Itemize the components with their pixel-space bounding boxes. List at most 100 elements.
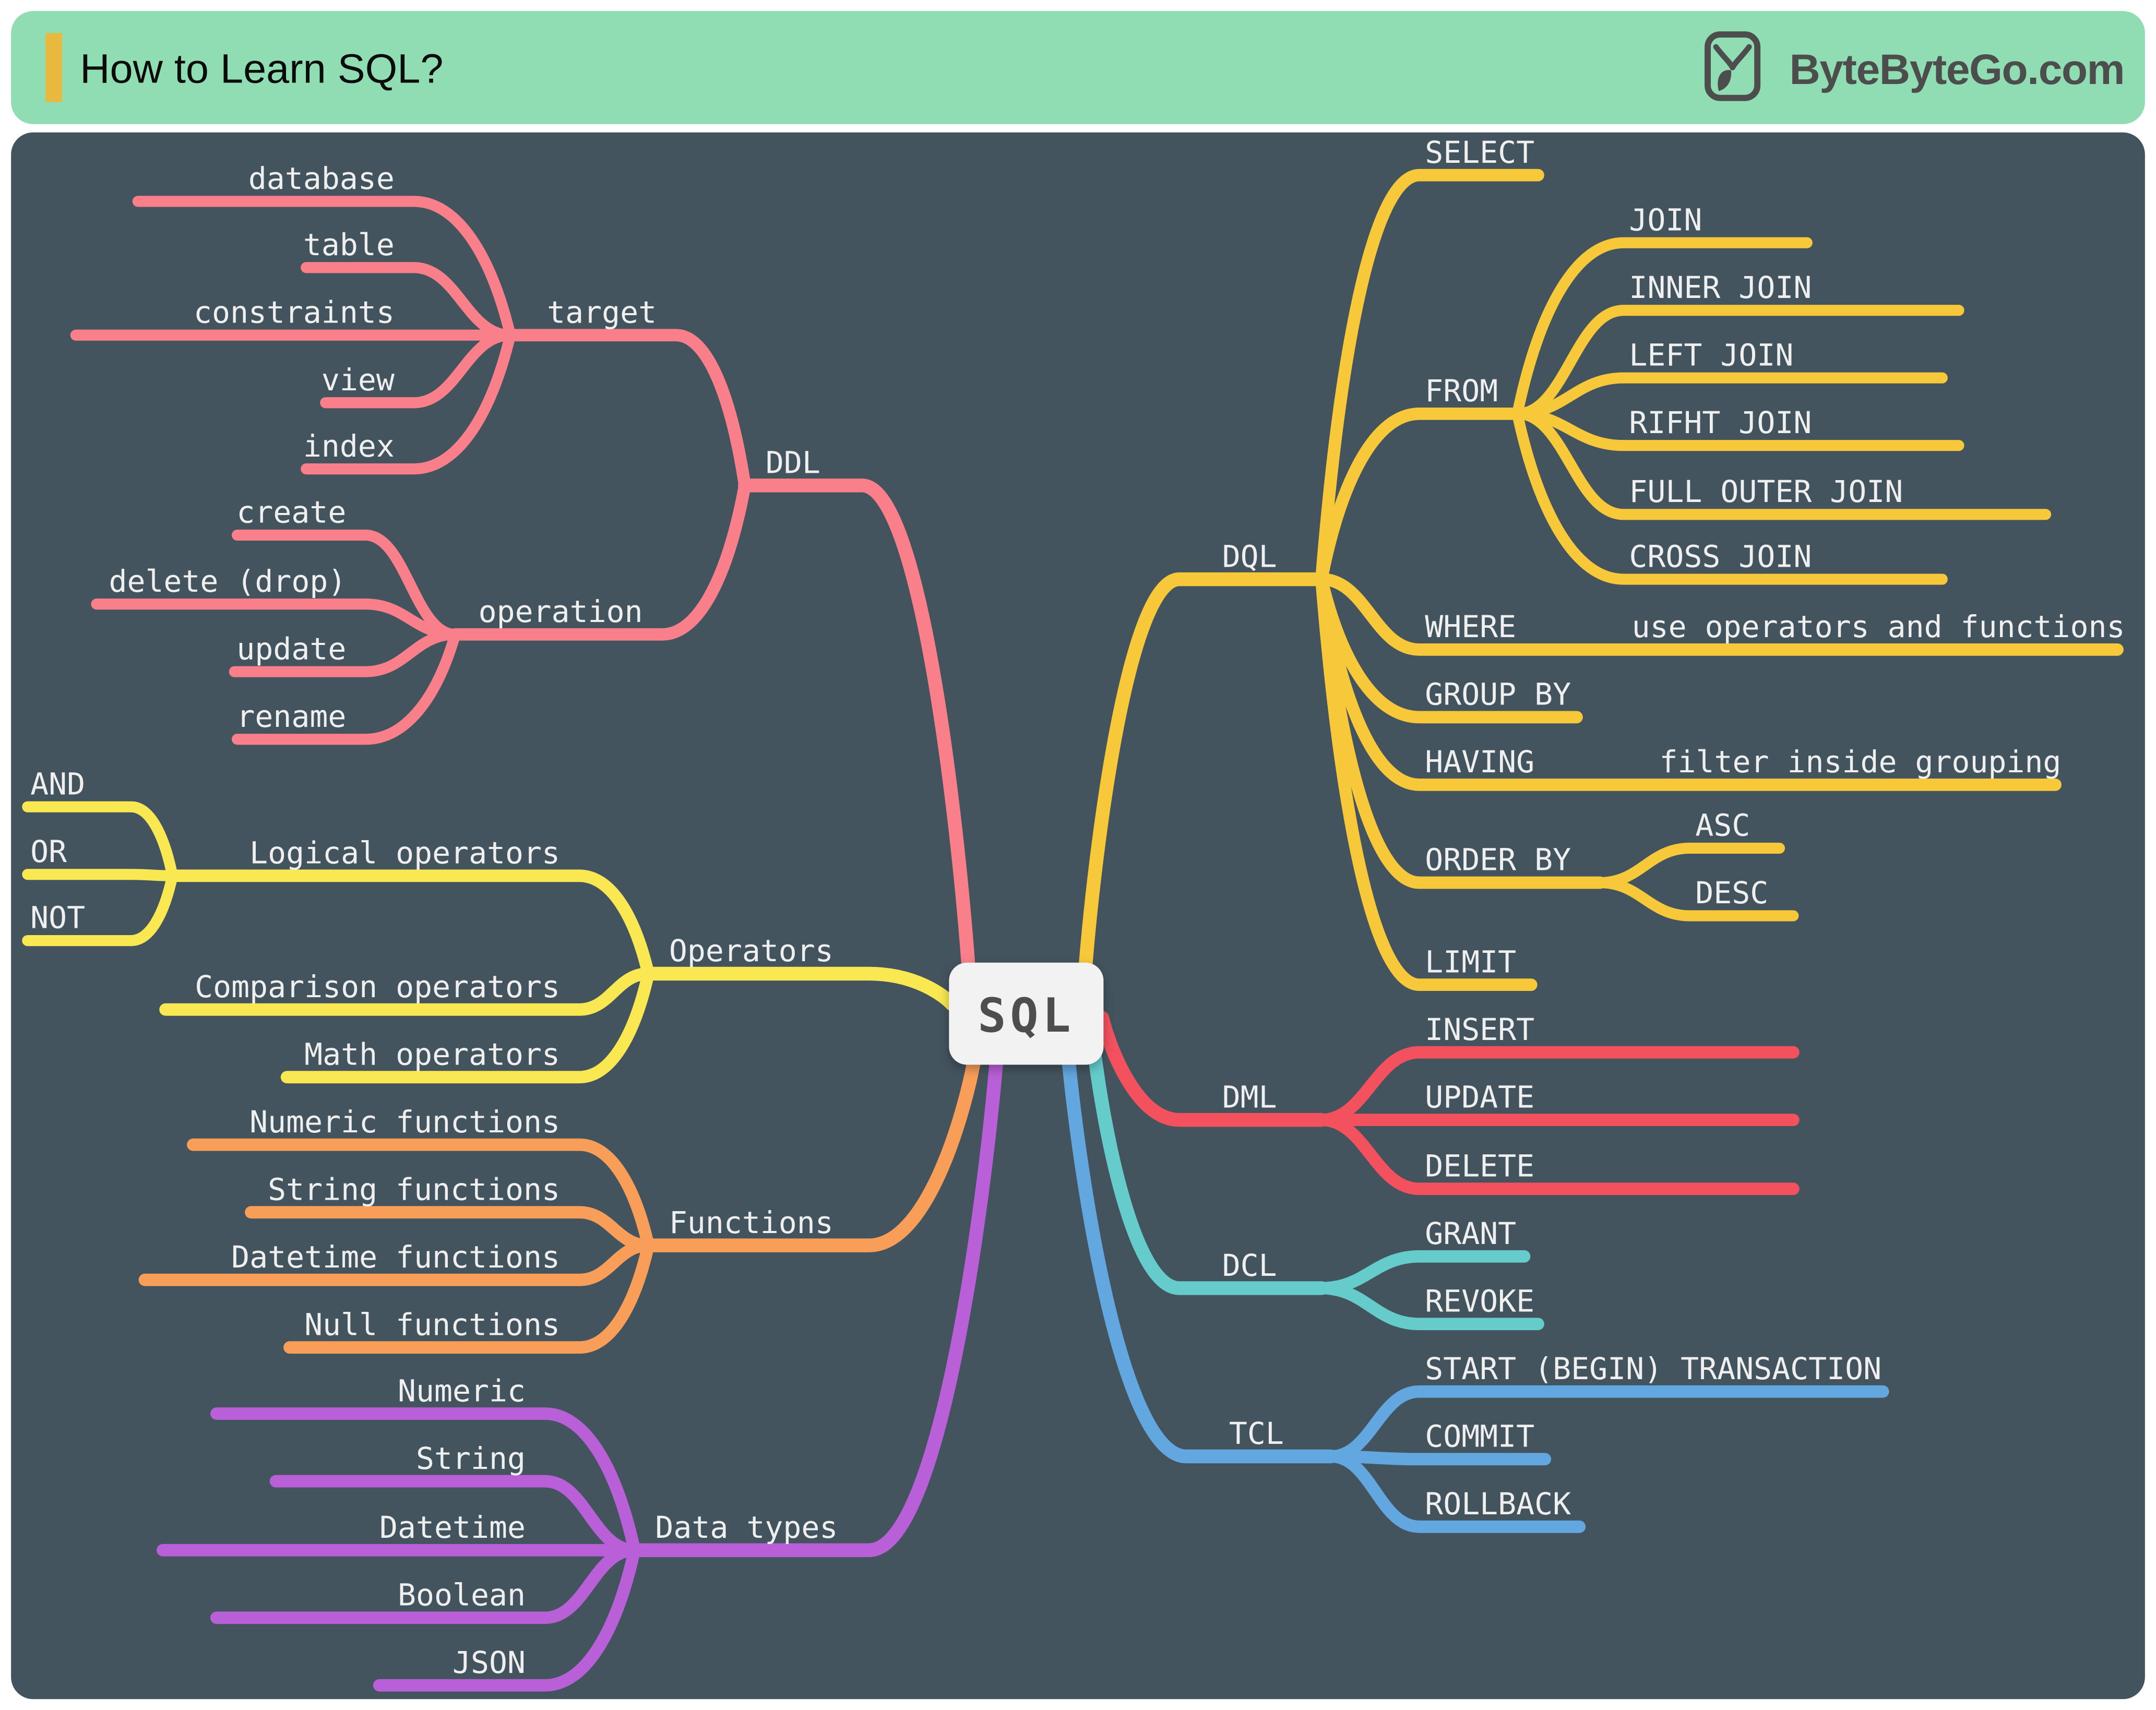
view-connector <box>320 329 516 409</box>
not-connector <box>22 870 178 947</box>
math-operators-label: Math operators <box>304 1036 560 1072</box>
header-band <box>11 11 2145 124</box>
grant-label: GRANT <box>1425 1216 1516 1251</box>
logo-wings <box>1713 44 1752 70</box>
dql-connector <box>1078 572 1329 973</box>
database-connector <box>132 196 516 341</box>
rifht-join-label: RIFHT JOIN <box>1629 405 1812 440</box>
database-label: database <box>248 161 395 196</box>
logical-operators-connector <box>166 869 655 980</box>
rename-connector <box>232 629 461 745</box>
numeric-functions-connector <box>187 1138 655 1252</box>
tcl-connector <box>1062 1058 1338 1464</box>
data-types-label: Data types <box>655 1510 838 1545</box>
comparison-operators-connector <box>159 967 655 1016</box>
delete-drop-label: delete (drop) <box>109 564 346 599</box>
rename-label: rename <box>236 699 346 734</box>
asc-label: ASC <box>1695 808 1750 843</box>
update-label: UPDATE <box>1425 1079 1534 1115</box>
branch-dcl: DCL GRANT REVOKE <box>1087 1041 1544 1331</box>
select-connector <box>1315 169 1544 585</box>
or-label: OR <box>30 834 67 869</box>
branch-datatypes: Data types Numeric String Datetime Boolean JS… <box>156 1059 1003 1692</box>
delete-connector <box>1315 1114 1800 1195</box>
sql-node-box <box>949 962 1104 1065</box>
functions-connector <box>641 1055 981 1252</box>
operators-label: Operators <box>669 933 833 968</box>
limit-label: LIMIT <box>1425 944 1516 979</box>
sql-root-node: SQL <box>949 962 1104 1065</box>
where-connector <box>1315 573 2124 656</box>
branch-operators: Operators Logical operators AND OR NOT Compar… <box>22 766 959 1084</box>
and-connector <box>22 801 178 881</box>
dql-label: DQL <box>1222 539 1277 574</box>
cross-join-connector <box>1511 408 1948 585</box>
delete-label: DELETE <box>1425 1148 1534 1183</box>
join-label: JOIN <box>1629 202 1702 237</box>
view-label: view <box>321 362 395 398</box>
left-join-label: LEFT JOIN <box>1629 337 1793 373</box>
null-functions-label: Null functions <box>304 1307 560 1342</box>
page-title: How to Learn SQL? <box>80 45 443 92</box>
json-connector <box>373 1544 641 1692</box>
insert-label: INSERT <box>1425 1012 1534 1047</box>
bytebytego-logo <box>1705 31 1761 101</box>
join-connector <box>1511 237 1813 420</box>
operators-connector <box>641 966 959 1011</box>
logo-outline <box>1705 31 1761 101</box>
datetime-functions-label: Datetime functions <box>231 1239 560 1275</box>
operation-connector <box>449 479 752 641</box>
not-label: NOT <box>30 900 85 936</box>
branch-tcl: TCL START (BEGIN) TRANSACTION COMMIT ROLLBA… <box>1062 1058 1889 1533</box>
rollback-connector <box>1325 1450 1586 1533</box>
target-connector <box>504 329 752 492</box>
numeric-label: Numeric <box>398 1373 526 1408</box>
tcl-label: TCL <box>1229 1416 1284 1451</box>
target-label: target <box>547 294 657 330</box>
update-label: update <box>236 631 346 666</box>
dml-label: DML <box>1222 1079 1277 1115</box>
commit-connector <box>1325 1450 1552 1466</box>
desc-label: DESC <box>1695 875 1768 911</box>
table-label: table <box>303 227 395 262</box>
ddl-connector <box>738 479 975 973</box>
json-label: JSON <box>452 1645 526 1680</box>
ddl-label: DDL <box>766 445 820 481</box>
constraints-label: constraints <box>194 294 395 330</box>
inner-join-label: INNER JOIN <box>1629 270 1812 305</box>
dcl-label: DCL <box>1222 1248 1277 1283</box>
start-begin-transaction-label: START (BEGIN) TRANSACTION <box>1425 1351 1881 1386</box>
create-label: create <box>236 495 346 530</box>
from-connector <box>1315 408 1524 585</box>
sql-node-label: SQL <box>978 989 1075 1043</box>
desc-connector <box>1594 877 1799 922</box>
select-label: SELECT <box>1425 135 1534 170</box>
logical-operators-label: Logical operators <box>249 835 560 871</box>
mindmap-panel <box>11 132 2145 1700</box>
branch-dml: DML INSERT UPDATE DELETE <box>1095 1011 1800 1195</box>
dcl-connector <box>1087 1041 1329 1295</box>
having-note: filter inside grouping <box>1660 744 2062 780</box>
order-by-label: ORDER BY <box>1425 842 1571 878</box>
branch-ddl: DDL target database table constraints view ind… <box>70 161 975 973</box>
string-functions-label: String functions <box>268 1171 560 1207</box>
operation-label: operation <box>479 594 643 629</box>
numeric-functions-label: Numeric functions <box>249 1104 560 1140</box>
rollback-label: ROLLBACK <box>1425 1486 1571 1522</box>
string-label: String <box>416 1441 526 1476</box>
numeric-connector <box>210 1407 641 1557</box>
group-by-label: GROUP BY <box>1425 677 1571 712</box>
index-connector <box>301 329 516 475</box>
datetime-functions-connector <box>138 1239 655 1286</box>
having-label: HAVING <box>1425 744 1534 780</box>
dml-connector <box>1095 1011 1329 1127</box>
full-outer-join-label: FULL OUTER JOIN <box>1629 474 1903 509</box>
limit-connector <box>1315 573 1538 991</box>
index-label: index <box>303 428 395 464</box>
mindmap: DDL target database table constraints view ind… <box>22 135 2125 1692</box>
revoke-connector <box>1315 1282 1544 1331</box>
where-note: use operators and functions <box>1632 609 2125 644</box>
branch-functions: Functions Numeric functions String functio… <box>138 1055 981 1354</box>
or-connector <box>22 869 178 881</box>
